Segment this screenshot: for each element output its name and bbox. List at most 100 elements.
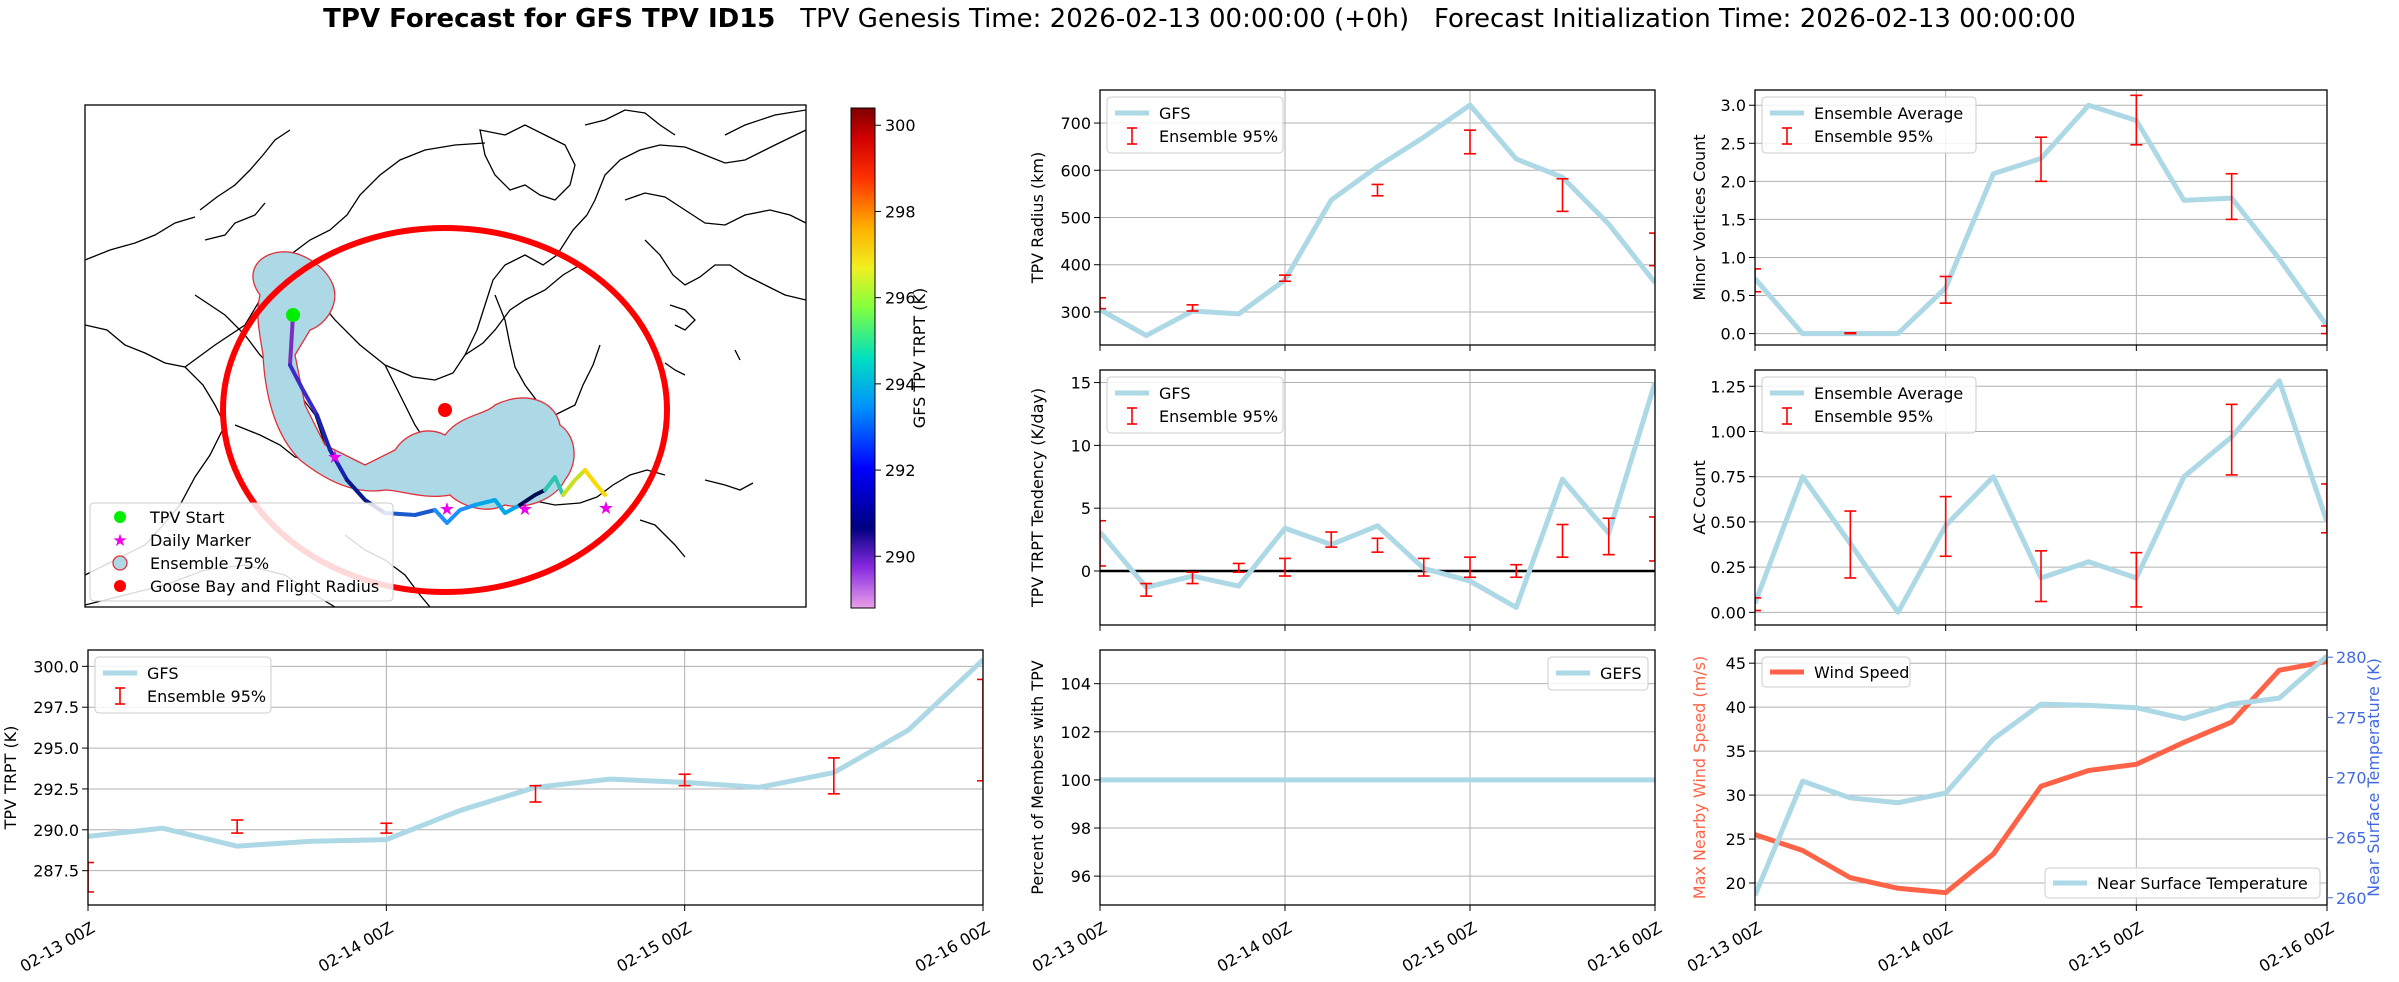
- errorbar: [2035, 136, 2047, 183]
- y-tick-label: 1.25: [1710, 377, 1746, 396]
- y2-tick-label: 270: [2336, 769, 2367, 788]
- legend-errorbar-swatch: [1127, 127, 1137, 145]
- legend-errorbar-swatch: [1782, 407, 1792, 425]
- errorbar: [1325, 531, 1338, 548]
- y-tick-label: 0.50: [1710, 513, 1746, 532]
- errorbar: [977, 678, 983, 782]
- ensemble-75-area: [252, 251, 575, 510]
- y-tick-label: 100: [1060, 771, 1091, 790]
- y-tick-label: 0.25: [1710, 558, 1746, 577]
- colorbar-tick-label: 294: [885, 375, 916, 394]
- colorbar-label: GFS TPV TRPT (K): [910, 288, 929, 428]
- legend: GFS Ensemble 95%: [1106, 96, 1284, 154]
- y-axis-label: TPV TRPT Tendency (K/day): [1028, 388, 1047, 608]
- errorbar: [2225, 403, 2238, 476]
- errorbar: [1844, 510, 1857, 579]
- plot-frame: [1099, 369, 1656, 626]
- y-axis-label: TPV Radius (km): [1028, 152, 1047, 285]
- errorbar: [1755, 268, 1761, 293]
- errorbar: [1417, 557, 1430, 577]
- legend-label: Ensemble 95%: [1159, 407, 1278, 426]
- flight-radius-circle: [220, 225, 670, 595]
- y-tick-label: 30: [1726, 786, 1746, 805]
- legend: GEFS: [1547, 656, 1649, 691]
- y-tick-label: 700: [1060, 114, 1091, 133]
- chart-ac-count: 0.00 0.25 0.50 0.75 1.00 1.25 AC Count Ensemble…: [1690, 369, 2328, 631]
- y-tick-label: 1.0: [1721, 248, 1746, 267]
- errorbar: [380, 822, 393, 834]
- errorbar: [678, 773, 691, 787]
- y-tick-label: 2.0: [1721, 172, 1746, 191]
- x-tick-label: 02-14 00Z: [315, 918, 396, 976]
- errorbar: [1649, 516, 1655, 562]
- legend-ensemble-icon: [112, 555, 128, 571]
- plot-frame: [87, 649, 984, 906]
- errorbar: [1602, 517, 1615, 556]
- title-init: Forecast Initialization Time: 2026-02-13…: [1433, 4, 2076, 34]
- goose-bay-marker: [438, 403, 452, 417]
- colorbar-tick-label: 298: [885, 202, 916, 221]
- y-axis-label: Percent of Members with TPV: [1028, 660, 1047, 894]
- map-legend-ensemble: Ensemble 75%: [150, 554, 269, 573]
- y-tick-label: 2.5: [1721, 134, 1746, 153]
- errorbar: [1371, 537, 1384, 553]
- legend-label: Ensemble Average: [1814, 104, 1963, 123]
- svg-text:★: ★: [439, 499, 455, 520]
- legend-label: Wind Speed: [1814, 663, 1909, 682]
- errorbar: [88, 861, 94, 893]
- plot-frame: [1754, 649, 2328, 906]
- errorbar: [1556, 523, 1569, 558]
- y-tick-label: 1.5: [1721, 210, 1746, 229]
- map-legend-daily: Daily Marker: [150, 531, 251, 550]
- y-tick-label: 287.5: [33, 862, 79, 881]
- legend-label: GFS: [147, 664, 178, 683]
- y2-tick-label: 265: [2336, 829, 2367, 848]
- y-tick-label: 297.5: [33, 698, 79, 717]
- errorbar: [2130, 94, 2143, 146]
- legend-label: Ensemble 95%: [1814, 127, 1933, 146]
- colorbar-tick-label: 296: [885, 289, 916, 308]
- x-tick-label: 02-16 00Z: [912, 918, 993, 976]
- legend-start-icon: [114, 511, 126, 523]
- errorbar: [1140, 582, 1153, 597]
- chart-percent-members: 96 98 100 102 104 02-13 00Z 02-14 00Z 02-15 00Z…: [1028, 649, 1665, 976]
- y-tick-label: 1.00: [1710, 422, 1746, 441]
- legend-star-icon: ★: [112, 531, 127, 551]
- errorbar: [2321, 483, 2327, 534]
- svg-text:★: ★: [598, 498, 614, 519]
- x-tick-label: 02-15 00Z: [1399, 918, 1480, 976]
- daily-markers: ★ ★ ★ ★: [327, 447, 614, 520]
- x-tick-label: 02-16 00Z: [2256, 918, 2337, 976]
- title-genesis: TPV Genesis Time: 2026-02-13 00:00:00 (+…: [800, 4, 1410, 34]
- y-tick-label: 0.75: [1710, 468, 1746, 487]
- y2-tick-label: 260: [2336, 889, 2367, 908]
- errorbar: [1186, 304, 1199, 312]
- x-tick-label: 02-15 00Z: [2065, 918, 2146, 976]
- errorbar: [2035, 550, 2047, 603]
- y-tick-label: 104: [1060, 675, 1091, 694]
- errorbar: [1939, 275, 1952, 304]
- errorbar: [1649, 232, 1655, 267]
- legend-label: Ensemble Average: [1814, 384, 1963, 403]
- x-tick-label: 02-13 00Z: [1029, 918, 1110, 976]
- y-tick-label: 600: [1060, 161, 1091, 180]
- track-map: ★ ★ ★ ★ ★ TPV Start Daily Marker Ensembl…: [84, 104, 807, 608]
- colorbar-tick-label: 300: [885, 116, 916, 135]
- y-tick-label: 25: [1726, 830, 1746, 849]
- y2-tick-label: 280: [2336, 648, 2367, 667]
- chart-tpv-radius: 300 400 500 600 700 TPV Radius (km) GFS Ensembl…: [1028, 89, 1656, 351]
- errorbar: [2225, 172, 2238, 221]
- y-tick-label: 5: [1081, 499, 1091, 518]
- y-tick-label: 102: [1060, 723, 1091, 742]
- series-line-near-surface-temperature: [1755, 654, 2327, 897]
- y-tick-label: 300.0: [33, 657, 79, 676]
- y-tick-label: 3.0: [1721, 96, 1746, 115]
- y-tick-label: 40: [1726, 698, 1746, 717]
- y-tick-label: 0.5: [1721, 287, 1746, 306]
- y-tick-label: 45: [1726, 654, 1746, 673]
- errorbar: [827, 757, 840, 795]
- x-tick-label: 02-14 00Z: [1214, 918, 1295, 976]
- y-tick-label: 96: [1071, 867, 1091, 886]
- x-tick-label: 02-13 00Z: [1684, 918, 1765, 976]
